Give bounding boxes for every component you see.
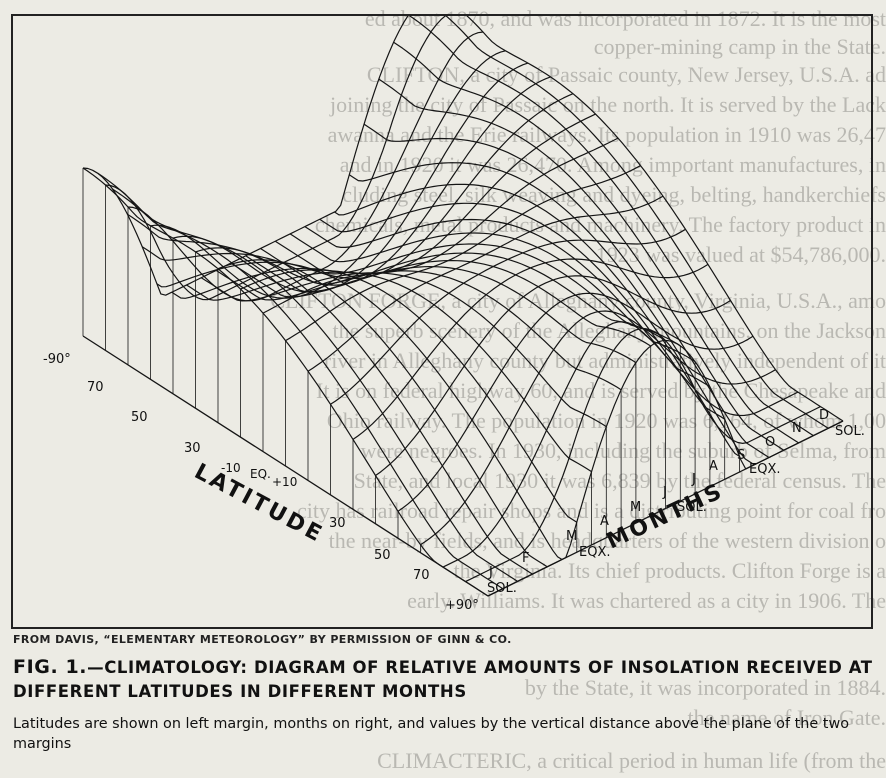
equinox-label: EQX. xyxy=(749,462,780,477)
season-markers: SOL. EQX. SOL. EQX. SOL. xyxy=(487,424,865,596)
diagram-frame: -90° 70 50 30 -10 EQ. +10 30 50 70 +90° … xyxy=(11,14,873,629)
latitude-grid-curve xyxy=(397,292,754,512)
bleed-line: chemicals, metal products and machinery.… xyxy=(314,212,886,237)
latitude-grid-curve xyxy=(375,275,731,476)
bleed-line: CLIFTON FORGE, a city of Alleghany count… xyxy=(270,288,886,313)
month-tick-label: M xyxy=(566,529,577,544)
figure-title: —CLIMATOLOGY: DIAGRAM OF RELATIVE AMOUNT… xyxy=(13,658,873,701)
latitude-grid-curve xyxy=(82,16,409,296)
month-grid-curve xyxy=(260,247,666,342)
bleed-line: the near-by fields, and is headquarters … xyxy=(328,528,886,553)
month-grid-curve xyxy=(393,41,799,444)
solstice-label: SOL. xyxy=(835,424,865,439)
latitude-grid-curve xyxy=(352,258,709,440)
month-grid-curve xyxy=(304,218,711,388)
bleed-line: copper-mining camp in the State. xyxy=(593,34,886,59)
bleed-line: the superb scenery of the Alleghany moun… xyxy=(332,318,886,343)
month-grid-curve xyxy=(274,240,681,347)
month-tick-label: N xyxy=(792,421,802,436)
latitude-tick-label: 50 xyxy=(131,410,148,425)
bleed-line: 1923 was valued at $54,786,000. xyxy=(595,242,886,267)
latitude-tick-label: EQ. xyxy=(250,467,271,481)
latitude-tick-label: -90° xyxy=(43,352,71,367)
bleed-line: the name of Iron Gate. xyxy=(687,705,886,730)
month-grid-curve xyxy=(156,261,563,561)
month-tick-label: A xyxy=(709,459,718,474)
solstice-label: SOL. xyxy=(677,500,707,515)
insolation-surface xyxy=(82,16,844,597)
month-grid-curve xyxy=(112,188,518,582)
latitude-tick-label: 50 xyxy=(374,548,391,563)
figure-caption-title: FIG. 1.—CLIMATOLOGY: DIAGRAM OF RELATIVE… xyxy=(13,655,875,704)
latitude-tick-label: 70 xyxy=(413,568,430,583)
month-tick-label: J xyxy=(488,565,493,580)
month-grid-curve xyxy=(230,262,637,364)
month-grid-curve xyxy=(466,16,844,422)
month-grid-curve xyxy=(82,167,489,597)
month-grid-curve xyxy=(141,246,548,568)
latitude-tick-label: 30 xyxy=(329,516,346,531)
latitude-tick-label: 70 xyxy=(87,380,104,395)
month-grid-curve xyxy=(378,78,785,451)
figure-number: FIG. 1. xyxy=(13,656,88,678)
month-grid-curve xyxy=(215,269,622,391)
bleed-line: CLIMACTERIC, a critical period in human … xyxy=(377,748,886,773)
month-grid-curve xyxy=(363,123,770,459)
month-grid-curve xyxy=(171,267,578,523)
month-tick-label: O xyxy=(765,435,775,450)
month-tick-labels: J F M A M J J A S O N D xyxy=(488,408,829,580)
month-grid-curve xyxy=(334,183,740,457)
month-tick-label: J xyxy=(691,472,696,487)
month-tick-label: F xyxy=(522,551,529,566)
bleed-line: State, and local 1930 it was 6,839 by th… xyxy=(353,468,886,493)
month-grid-curve xyxy=(186,271,592,473)
latitude-tick-label: 30 xyxy=(184,441,201,456)
month-tick-label: D xyxy=(819,408,829,423)
month-grid-curve xyxy=(127,213,533,575)
month-grid-curve xyxy=(245,255,652,347)
bleed-line: It is on federal highway 60, and is serv… xyxy=(316,378,886,403)
credit-line: FROM DAVIS, “ELEMENTARY METEOROLOGY” BY … xyxy=(13,633,512,646)
bleed-line: joining the city of Passaic on the north… xyxy=(330,92,886,117)
month-grid-curve xyxy=(289,232,696,363)
bleed-line: the Virginia. Its chief products. Clifto… xyxy=(453,558,886,583)
month-grid-curve xyxy=(445,16,829,429)
latitude-tick-label: -10 xyxy=(221,461,241,475)
month-tick-label: S xyxy=(737,448,745,463)
equinox-label: EQX. xyxy=(579,545,610,560)
latitude-tick-label: +90° xyxy=(445,598,479,613)
bleed-line: river in Alleghany county but administra… xyxy=(323,348,886,373)
month-tick-label: M xyxy=(630,500,641,515)
solstice-label: SOL. xyxy=(487,581,517,596)
month-tick-label: A xyxy=(600,514,609,529)
month-tick-label: J xyxy=(662,485,667,500)
bleed-line: CLIFTON, a city of Passaic county, New J… xyxy=(366,62,886,87)
latitude-grid-curve xyxy=(217,93,574,279)
month-grid-curve xyxy=(408,16,814,437)
latitude-grid-curve xyxy=(465,328,821,583)
bleed-line: ed about 1870, and was incorporated in 1… xyxy=(364,6,886,31)
bleed-line: early. Williams. It was chartered as a c… xyxy=(407,588,886,613)
month-grid-curve xyxy=(319,202,726,420)
latitude-tick-label: +10 xyxy=(272,475,297,489)
month-grid-curve xyxy=(200,272,607,428)
latitude-tick-labels: -90° 70 50 30 -10 EQ. +10 30 50 70 +90° xyxy=(43,352,479,613)
insolation-surface-diagram: -90° 70 50 30 -10 EQ. +10 30 50 70 +90° … xyxy=(43,16,865,613)
figure-caption-subtitle: Latitudes are shown on left margin, mont… xyxy=(13,716,850,752)
month-grid-curve xyxy=(348,162,755,466)
bleed-line: by the State, it was incorporated in 188… xyxy=(524,675,886,700)
month-grid-curve xyxy=(97,172,504,590)
